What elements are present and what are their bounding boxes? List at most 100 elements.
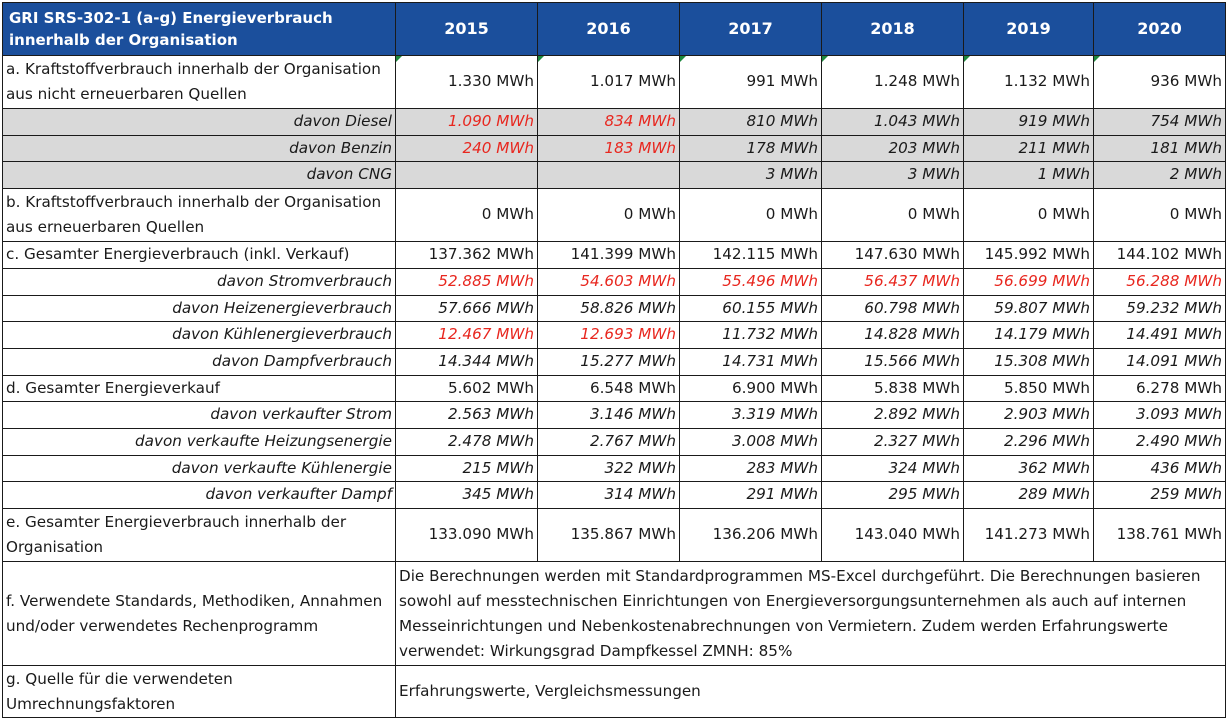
value-cell[interactable]: 2 MWh [1093, 161, 1226, 190]
value-cell[interactable]: 56.288 MWh [1093, 267, 1226, 296]
value-cell[interactable]: 59.232 MWh [1093, 294, 1226, 323]
value-cell[interactable]: 142.115 MWh [679, 241, 822, 269]
value-cell[interactable]: 324 MWh [821, 454, 964, 483]
value-cell[interactable]: 3 MWh [679, 161, 822, 190]
value-cell[interactable]: 0 MWh [963, 188, 1094, 243]
value-cell[interactable]: 3.093 MWh [1093, 401, 1226, 430]
value-cell[interactable]: 12.693 MWh [537, 321, 680, 349]
value-cell[interactable]: 54.603 MWh [537, 267, 680, 296]
value-cell[interactable]: 754 MWh [1093, 108, 1226, 136]
value-cell[interactable]: 11.732 MWh [679, 321, 822, 349]
value-cell[interactable]: 135.867 MWh [537, 508, 680, 563]
value-cell[interactable]: 314 MWh [537, 481, 680, 510]
value-cell[interactable]: 5.838 MWh [821, 374, 964, 403]
value-cell[interactable]: 0 MWh [821, 188, 964, 243]
value-cell[interactable]: 291 MWh [679, 481, 822, 510]
value-cell[interactable]: 136.206 MWh [679, 508, 822, 563]
value-cell[interactable]: 436 MWh [1093, 454, 1226, 483]
value-cell[interactable]: 145.992 MWh [963, 241, 1094, 269]
value-cell[interactable]: 259 MWh [1093, 481, 1226, 510]
value-cell[interactable]: 2.296 MWh [963, 428, 1094, 456]
value-cell[interactable]: 5.602 MWh [395, 374, 538, 403]
row-label: e. Gesamter Energieverbrauch innerhalb d… [2, 508, 396, 563]
value-cell[interactable]: 178 MWh [679, 134, 822, 163]
value-cell[interactable]: 144.102 MWh [1093, 241, 1226, 269]
value-cell[interactable]: 14.091 MWh [1093, 347, 1226, 376]
value-cell[interactable]: 6.900 MWh [679, 374, 822, 403]
value-cell[interactable]: 2.490 MWh [1093, 428, 1226, 456]
value-cell[interactable]: 137.362 MWh [395, 241, 538, 269]
value-cell[interactable]: 14.344 MWh [395, 347, 538, 376]
value-cell[interactable]: 834 MWh [537, 108, 680, 136]
methods-note[interactable]: Die Berechnungen werden mit Standardprog… [395, 561, 1226, 667]
value-cell[interactable]: 283 MWh [679, 454, 822, 483]
table-title: GRI SRS-302-1 (a-g) Energieverbrauch inn… [2, 2, 396, 56]
value-cell[interactable]: 52.885 MWh [395, 267, 538, 296]
value-cell[interactable]: 15.566 MWh [821, 347, 964, 376]
value-cell[interactable]: 6.278 MWh [1093, 374, 1226, 403]
value-cell[interactable]: 6.548 MWh [537, 374, 680, 403]
value-cell[interactable]: 1.017 MWh [537, 55, 680, 109]
value-cell[interactable]: 183 MWh [537, 134, 680, 163]
value-cell[interactable]: 936 MWh [1093, 55, 1226, 109]
value-cell[interactable]: 1 MWh [963, 161, 1094, 190]
value-cell[interactable]: 60.155 MWh [679, 294, 822, 323]
value-cell[interactable]: 2.903 MWh [963, 401, 1094, 430]
value-cell[interactable]: 1.248 MWh [821, 55, 964, 109]
value-cell[interactable]: 56.437 MWh [821, 267, 964, 296]
value-cell[interactable]: 203 MWh [821, 134, 964, 163]
value-cell[interactable]: 0 MWh [395, 188, 538, 243]
value-cell[interactable]: 0 MWh [679, 188, 822, 243]
value-cell[interactable]: 14.731 MWh [679, 347, 822, 376]
value-cell[interactable]: 0 MWh [1093, 188, 1226, 243]
value-cell[interactable]: 3.008 MWh [679, 428, 822, 456]
value-cell[interactable]: 362 MWh [963, 454, 1094, 483]
value-cell[interactable]: 5.850 MWh [963, 374, 1094, 403]
value-cell[interactable]: 991 MWh [679, 55, 822, 109]
value-cell[interactable]: 345 MWh [395, 481, 538, 510]
conversion-source-note[interactable]: Erfahrungswerte, Vergleichsmessungen [395, 665, 1226, 718]
value-cell[interactable]: 810 MWh [679, 108, 822, 136]
value-cell[interactable]: 15.308 MWh [963, 347, 1094, 376]
value-cell[interactable]: 141.273 MWh [963, 508, 1094, 563]
value-cell[interactable]: 211 MWh [963, 134, 1094, 163]
value-cell[interactable]: 1.330 MWh [395, 55, 538, 109]
value-cell[interactable]: 147.630 MWh [821, 241, 964, 269]
value-cell[interactable]: 0 MWh [537, 188, 680, 243]
value-cell[interactable]: 143.040 MWh [821, 508, 964, 563]
value-cell[interactable]: 2.892 MWh [821, 401, 964, 430]
value-cell[interactable]: 3 MWh [821, 161, 964, 190]
value-cell[interactable]: 215 MWh [395, 454, 538, 483]
value-cell[interactable]: 322 MWh [537, 454, 680, 483]
value-cell[interactable]: 3.319 MWh [679, 401, 822, 430]
value-cell[interactable]: 181 MWh [1093, 134, 1226, 163]
value-cell[interactable]: 14.491 MWh [1093, 321, 1226, 349]
value-cell[interactable]: 14.179 MWh [963, 321, 1094, 349]
value-cell[interactable] [537, 161, 680, 190]
value-cell[interactable]: 141.399 MWh [537, 241, 680, 269]
value-cell[interactable]: 289 MWh [963, 481, 1094, 510]
value-cell[interactable]: 12.467 MWh [395, 321, 538, 349]
value-cell[interactable]: 58.826 MWh [537, 294, 680, 323]
value-cell[interactable]: 240 MWh [395, 134, 538, 163]
value-cell[interactable]: 133.090 MWh [395, 508, 538, 563]
value-cell[interactable]: 55.496 MWh [679, 267, 822, 296]
value-cell[interactable]: 2.767 MWh [537, 428, 680, 456]
value-cell[interactable]: 59.807 MWh [963, 294, 1094, 323]
value-cell[interactable]: 2.327 MWh [821, 428, 964, 456]
value-cell[interactable]: 60.798 MWh [821, 294, 964, 323]
value-cell[interactable]: 3.146 MWh [537, 401, 680, 430]
value-cell[interactable]: 1.132 MWh [963, 55, 1094, 109]
value-cell[interactable]: 919 MWh [963, 108, 1094, 136]
value-cell[interactable]: 15.277 MWh [537, 347, 680, 376]
value-cell[interactable]: 1.090 MWh [395, 108, 538, 136]
value-cell[interactable]: 2.563 MWh [395, 401, 538, 430]
value-cell[interactable]: 14.828 MWh [821, 321, 964, 349]
value-cell[interactable]: 56.699 MWh [963, 267, 1094, 296]
value-cell[interactable]: 138.761 MWh [1093, 508, 1226, 563]
value-cell[interactable]: 2.478 MWh [395, 428, 538, 456]
value-cell[interactable]: 57.666 MWh [395, 294, 538, 323]
value-cell[interactable]: 295 MWh [821, 481, 964, 510]
value-cell[interactable] [395, 161, 538, 190]
value-cell[interactable]: 1.043 MWh [821, 108, 964, 136]
